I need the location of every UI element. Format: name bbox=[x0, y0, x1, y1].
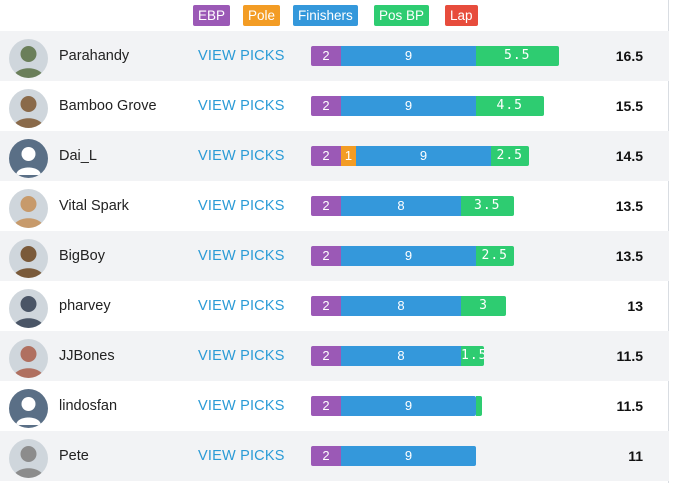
leaderboard-row: Parahandy VIEW PICKS 2 9 5.5 16.5 bbox=[0, 31, 669, 81]
view-picks-link[interactable]: VIEW PICKS bbox=[198, 298, 285, 314]
view-picks-link[interactable]: VIEW PICKS bbox=[198, 198, 285, 214]
player-name: JJBones bbox=[59, 348, 115, 364]
view-picks-link[interactable]: VIEW PICKS bbox=[198, 48, 285, 64]
player-name: pharvey bbox=[59, 298, 111, 314]
avatar-photo bbox=[9, 339, 48, 378]
total-score: 11.5 bbox=[616, 348, 643, 364]
view-picks-link[interactable]: VIEW PICKS bbox=[198, 248, 285, 264]
total-score: 13 bbox=[627, 298, 643, 314]
avatar-photo bbox=[9, 39, 48, 78]
pos-bp-segment: 2.5 bbox=[476, 246, 514, 266]
finishers-segment: 8 bbox=[341, 196, 461, 216]
ebp-segment: 2 bbox=[311, 346, 341, 366]
view-picks-link[interactable]: VIEW PICKS bbox=[198, 348, 285, 364]
score-bar: 2 9 2.5 bbox=[311, 246, 514, 266]
leaderboard-row: Bamboo Grove VIEW PICKS 2 9 4.5 15.5 bbox=[0, 81, 669, 131]
pos-bp-segment: 4.5 bbox=[476, 96, 544, 116]
ebp-segment: 2 bbox=[311, 46, 341, 66]
ebp-segment: 2 bbox=[311, 246, 341, 266]
total-score: 11.5 bbox=[616, 398, 643, 414]
finishers-segment: 9 bbox=[341, 446, 476, 466]
pole-segment: 1 bbox=[341, 146, 356, 166]
player-name: Dai_L bbox=[59, 148, 97, 164]
avatar-photo bbox=[9, 239, 48, 278]
total-score: 11 bbox=[628, 448, 643, 464]
legend-finishers: Finishers bbox=[293, 5, 358, 26]
legend-pole: Pole bbox=[243, 5, 281, 26]
legend-ebp: EBP bbox=[193, 5, 231, 26]
leaderboard-rows: Parahandy VIEW PICKS 2 9 5.5 16.5 Bamboo Grove… bbox=[0, 31, 669, 481]
player-name: Parahandy bbox=[59, 48, 130, 64]
pos-bp-segment: 2.5 bbox=[491, 146, 529, 166]
finishers-segment: 9 bbox=[341, 246, 476, 266]
finishers-segment: 9 bbox=[341, 96, 476, 116]
score-bar: 2 1 9 2.5 bbox=[311, 146, 529, 166]
leaderboard-row: BigBoy VIEW PICKS 2 9 2.5 13.5 bbox=[0, 231, 669, 281]
score-bar: 2 8 3.5 bbox=[311, 196, 514, 216]
pos-bp-segment bbox=[476, 396, 482, 416]
score-bar: 2 9 5.5 bbox=[311, 46, 559, 66]
player-name: Vital Spark bbox=[59, 198, 129, 214]
leaderboard-row: lindosfan VIEW PICKS 2 9 11.5 bbox=[0, 381, 669, 431]
player-name: lindosfan bbox=[59, 398, 118, 414]
pos-bp-segment: 3.5 bbox=[461, 196, 514, 216]
legend-lap: Lap bbox=[445, 5, 478, 26]
pos-bp-segment: 3 bbox=[461, 296, 506, 316]
finishers-segment: 9 bbox=[341, 46, 476, 66]
view-picks-link[interactable]: VIEW PICKS bbox=[198, 98, 285, 114]
finishers-segment: 9 bbox=[356, 146, 491, 166]
view-picks-link[interactable]: VIEW PICKS bbox=[198, 398, 285, 414]
total-score: 16.5 bbox=[615, 48, 643, 64]
legend: EBP Pole Finishers Pos BP Lap bbox=[0, 5, 669, 27]
leaderboard-row: JJBones VIEW PICKS 281.5 11.5 bbox=[0, 331, 669, 381]
legend-pos-bp: Pos BP bbox=[374, 5, 430, 26]
avatar-photo bbox=[9, 189, 48, 228]
player-name: Pete bbox=[59, 448, 89, 464]
total-score: 13.5 bbox=[615, 248, 643, 264]
finishers-segment: 8 bbox=[341, 296, 461, 316]
avatar-photo bbox=[9, 439, 48, 478]
ebp-segment: 2 bbox=[311, 446, 341, 466]
view-picks-link[interactable]: VIEW PICKS bbox=[198, 148, 285, 164]
score-bar: 281.5 bbox=[311, 346, 484, 366]
default-user-icon bbox=[9, 389, 48, 428]
view-picks-link[interactable]: VIEW PICKS bbox=[198, 448, 285, 464]
player-name: Bamboo Grove bbox=[59, 98, 157, 114]
player-name: BigBoy bbox=[59, 248, 105, 264]
ebp-segment: 2 bbox=[311, 196, 341, 216]
ebp-segment: 2 bbox=[311, 396, 341, 416]
ebp-segment: 2 bbox=[311, 146, 341, 166]
finishers-segment: 8 bbox=[341, 346, 461, 366]
ebp-segment: 2 bbox=[311, 96, 341, 116]
total-score: 13.5 bbox=[615, 198, 643, 214]
pos-bp-segment: 5.5 bbox=[476, 46, 559, 66]
ebp-segment: 2 bbox=[311, 296, 341, 316]
leaderboard-row: pharvey VIEW PICKS 2 8 3 13 bbox=[0, 281, 669, 331]
avatar-photo bbox=[9, 289, 48, 328]
total-score: 15.5 bbox=[615, 98, 643, 114]
pos-bp-segment: 1.5 bbox=[461, 346, 484, 366]
finishers-segment: 9 bbox=[341, 396, 476, 416]
total-score: 14.5 bbox=[615, 148, 643, 164]
leaderboard-row: Dai_L VIEW PICKS 2 1 9 2.5 14.5 bbox=[0, 131, 669, 181]
leaderboard-row: Pete VIEW PICKS 2 9 11 bbox=[0, 431, 669, 481]
avatar-photo bbox=[9, 89, 48, 128]
score-bar: 2 9 4.5 bbox=[311, 96, 544, 116]
leaderboard-row: Vital Spark VIEW PICKS 2 8 3.5 13.5 bbox=[0, 181, 669, 231]
default-user-icon bbox=[9, 139, 48, 178]
